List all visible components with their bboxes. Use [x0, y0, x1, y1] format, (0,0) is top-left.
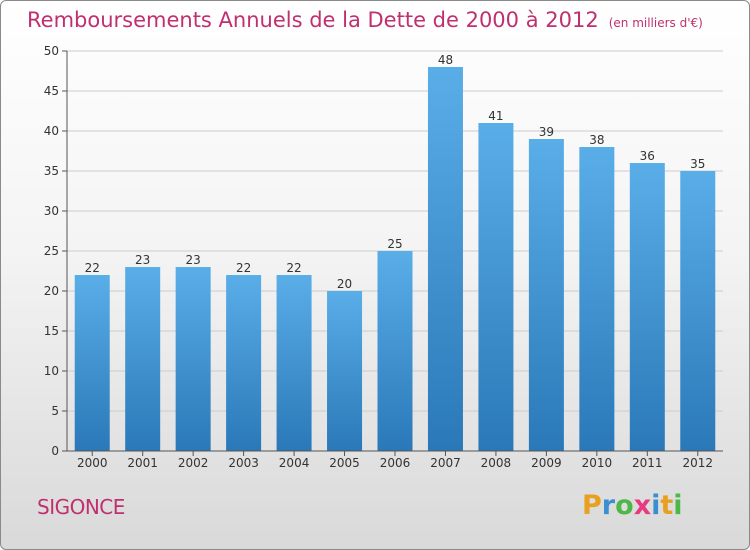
commune-name: SIGONCE [37, 495, 125, 519]
bar-2006 [377, 251, 413, 451]
bar-value-label: 35 [690, 157, 705, 171]
x-tick-label: 2004 [279, 456, 310, 470]
bar-value-label: 41 [488, 109, 503, 123]
bar-2012 [680, 171, 716, 451]
chart-unit-note: (en milliers d'€) [608, 16, 703, 30]
bar-2000 [74, 275, 110, 451]
x-tick-label: 2007 [430, 456, 461, 470]
logo-letter: o [615, 490, 634, 521]
bar-2008 [478, 123, 514, 451]
y-tick-label: 30 [44, 204, 59, 218]
bars [74, 67, 716, 451]
chart-title-text: Remboursements Annuels de la Dette de 20… [27, 8, 599, 32]
x-tick-label: 2006 [380, 456, 411, 470]
bar-value-label: 25 [387, 237, 402, 251]
bar-2009 [528, 139, 564, 451]
logo-letter: P [582, 490, 602, 521]
bar-value-label: 39 [539, 125, 554, 139]
logo-letter: i [673, 490, 683, 521]
x-tick-label: 2000 [77, 456, 108, 470]
labels: 0 5 10 15 20 25 30 35 40 45 50 22 2000 23 2001 23 2002 22… [44, 44, 713, 470]
bar-2001 [125, 267, 161, 451]
proxiti-logo: Proxiti [582, 490, 683, 521]
bar-2002 [175, 267, 211, 451]
x-tick-label: 2002 [178, 456, 209, 470]
y-tick-label: 45 [44, 84, 59, 98]
bar-2003 [226, 275, 262, 451]
chart-title: Remboursements Annuels de la Dette de 20… [27, 8, 703, 32]
bar-value-label: 22 [286, 261, 301, 275]
logo-letter: r [601, 490, 616, 521]
logo-letter: i [651, 490, 661, 521]
y-tick-label: 50 [44, 44, 59, 58]
x-tick-label: 2005 [329, 456, 360, 470]
y-tick-label: 35 [44, 164, 59, 178]
bar-2005 [327, 291, 363, 451]
bar-value-label: 38 [589, 133, 604, 147]
x-tick-label: 2003 [228, 456, 259, 470]
y-tick-label: 25 [44, 244, 59, 258]
x-tick-label: 2011 [632, 456, 663, 470]
y-tick-label: 10 [44, 364, 59, 378]
y-tick-label: 20 [44, 284, 59, 298]
x-tick-label: 2001 [127, 456, 158, 470]
y-tick-label: 15 [44, 324, 59, 338]
logo-letter: x [633, 490, 652, 521]
bar-2011 [629, 163, 665, 451]
bar-value-label: 22 [236, 261, 251, 275]
bar-value-label: 23 [186, 253, 201, 267]
bar-2010 [579, 147, 615, 451]
logo-letter: t [660, 490, 674, 521]
bar-value-label: 36 [640, 149, 655, 163]
bar-value-label: 22 [85, 261, 100, 275]
x-tick-label: 2009 [531, 456, 562, 470]
bar-2007 [427, 67, 463, 451]
bar-value-label: 20 [337, 277, 352, 291]
x-tick-label: 2012 [682, 456, 713, 470]
axes [62, 50, 723, 456]
y-tick-label: 5 [51, 404, 59, 418]
y-tick-label: 40 [44, 124, 59, 138]
bar-value-label: 48 [438, 53, 453, 67]
bar-2004 [276, 275, 312, 451]
y-tick-label: 0 [51, 444, 59, 458]
bar-value-label: 23 [135, 253, 150, 267]
x-tick-label: 2010 [582, 456, 613, 470]
x-tick-label: 2008 [481, 456, 512, 470]
